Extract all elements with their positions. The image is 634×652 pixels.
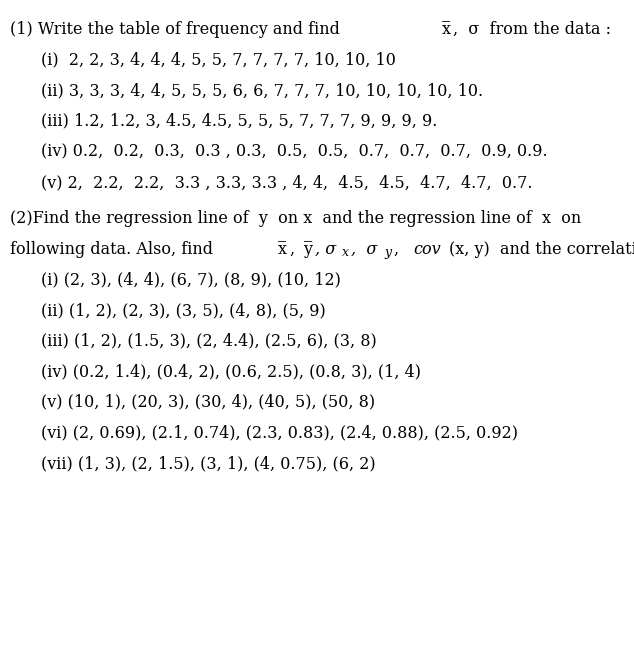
- Text: (v) 2,  2.2,  2.2,  3.3 , 3.3, 3.3 , 4, 4,  4.5,  4.5,  4.7,  4.7,  0.7.: (v) 2, 2.2, 2.2, 3.3 , 3.3, 3.3 , 4, 4, …: [41, 174, 533, 191]
- Text: (vi) (2, 0.69), (2.1, 0.74), (2.3, 0.83), (2.4, 0.88), (2.5, 0.92): (vi) (2, 0.69), (2.1, 0.74), (2.3, 0.83)…: [41, 424, 518, 441]
- Text: following data. Also, find: following data. Also, find: [10, 241, 217, 258]
- Text: x̅: x̅: [442, 21, 451, 38]
- Text: , σ: , σ: [314, 241, 335, 258]
- Text: (i)  2, 2, 3, 4, 4, 4, 5, 5, 7, 7, 7, 7, 10, 10, 10: (i) 2, 2, 3, 4, 4, 4, 5, 5, 7, 7, 7, 7, …: [41, 52, 396, 68]
- Text: (iv) (0.2, 1.4), (0.4, 2), (0.6, 2.5), (0.8, 3), (1, 4): (iv) (0.2, 1.4), (0.4, 2), (0.6, 2.5), (…: [41, 363, 421, 380]
- Text: y̅: y̅: [303, 241, 312, 258]
- Text: (2)Find the regression line of  y  on x  and the regression line of  x  on: (2)Find the regression line of y on x an…: [10, 210, 581, 227]
- Text: cov: cov: [414, 241, 441, 258]
- Text: ,  σ  from the data :: , σ from the data :: [453, 21, 611, 38]
- Text: ,: ,: [290, 241, 300, 258]
- Text: x: x: [342, 246, 349, 259]
- Text: (iii) (1, 2), (1.5, 3), (2, 4.4), (2.5, 6), (3, 8): (iii) (1, 2), (1.5, 3), (2, 4.4), (2.5, …: [41, 333, 377, 349]
- Text: (ii) (1, 2), (2, 3), (3, 5), (4, 8), (5, 9): (ii) (1, 2), (2, 3), (3, 5), (4, 8), (5,…: [41, 302, 326, 319]
- Text: (v) (10, 1), (20, 3), (30, 4), (40, 5), (50, 8): (v) (10, 1), (20, 3), (30, 4), (40, 5), …: [41, 394, 375, 411]
- Text: (1) Write the table of frequency and find: (1) Write the table of frequency and fin…: [10, 21, 344, 38]
- Text: (ii) 3, 3, 3, 4, 4, 5, 5, 5, 6, 6, 7, 7, 7, 10, 10, 10, 10, 10.: (ii) 3, 3, 3, 4, 4, 5, 5, 5, 6, 6, 7, 7,…: [41, 82, 483, 99]
- Text: (iii) 1.2, 1.2, 3, 4.5, 4.5, 5, 5, 5, 7, 7, 7, 9, 9, 9, 9.: (iii) 1.2, 1.2, 3, 4.5, 4.5, 5, 5, 5, 7,…: [41, 113, 437, 130]
- Text: y: y: [385, 246, 392, 259]
- Text: x̅: x̅: [278, 241, 287, 258]
- Text: (vii) (1, 3), (2, 1.5), (3, 1), (4, 0.75), (6, 2): (vii) (1, 3), (2, 1.5), (3, 1), (4, 0.75…: [41, 455, 376, 472]
- Text: ,: ,: [394, 241, 409, 258]
- Text: (i) (2, 3), (4, 4), (6, 7), (8, 9), (10, 12): (i) (2, 3), (4, 4), (6, 7), (8, 9), (10,…: [41, 271, 341, 288]
- Text: ,  σ: , σ: [351, 241, 377, 258]
- Text: (iv) 0.2,  0.2,  0.3,  0.3 , 0.3,  0.5,  0.5,  0.7,  0.7,  0.7,  0.9, 0.9.: (iv) 0.2, 0.2, 0.3, 0.3 , 0.3, 0.5, 0.5,…: [41, 143, 548, 160]
- Text: (x, y)  and the correlatio: (x, y) and the correlatio: [450, 241, 634, 258]
